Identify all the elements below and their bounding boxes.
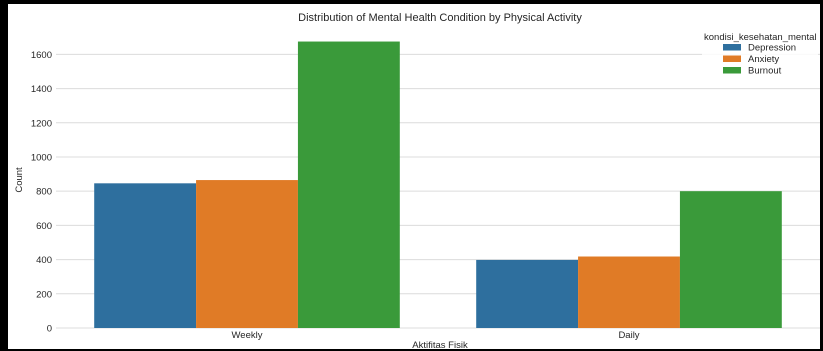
x-axis-label: Aktifitas Fisik — [412, 340, 468, 351]
y-tick-label: 800 — [36, 187, 52, 198]
x-tick-label: Weekly — [232, 330, 263, 341]
bar-depression-weekly — [94, 183, 197, 328]
y-tick-label: 600 — [36, 221, 52, 232]
bar-anxiety-daily — [578, 256, 680, 328]
legend-title: kondisi_kesehatan_mental — [704, 32, 817, 43]
bars — [94, 41, 782, 329]
y-tick-label: 0 — [47, 324, 52, 335]
legend-box — [702, 29, 818, 81]
bar-depression-daily — [476, 259, 579, 328]
x-tick-label: Daily — [618, 330, 639, 341]
chart-title: Distribution of Mental Health Condition … — [298, 12, 582, 24]
legend-swatch-anxiety — [723, 55, 741, 62]
y-tick-label: 1000 — [31, 152, 52, 163]
y-axis-label: Count — [14, 167, 25, 193]
legend: kondisi_kesehatan_mental DepressionAnxie… — [702, 29, 818, 81]
y-tick-label: 400 — [36, 255, 52, 266]
y-tick-label: 1600 — [31, 50, 52, 61]
legend-label-burnout: Burnout — [748, 66, 782, 77]
y-tick-label: 200 — [36, 289, 52, 300]
x-tick-labels: Weekly Daily — [232, 330, 640, 341]
legend-swatch-burnout — [723, 67, 741, 74]
y-tick-label: 1200 — [31, 118, 52, 129]
bar-burnout-weekly — [297, 41, 400, 329]
bar-burnout-daily — [679, 191, 782, 328]
legend-swatch-depression — [723, 44, 741, 51]
y-tick-labels: 0 200 400 600 800 1000 1200 1400 1600 — [31, 50, 52, 335]
bar-anxiety-weekly — [196, 180, 298, 328]
legend-label-anxiety: Anxiety — [748, 54, 779, 65]
y-tick-label: 1400 — [31, 84, 52, 95]
legend-label-depression: Depression — [748, 43, 796, 54]
